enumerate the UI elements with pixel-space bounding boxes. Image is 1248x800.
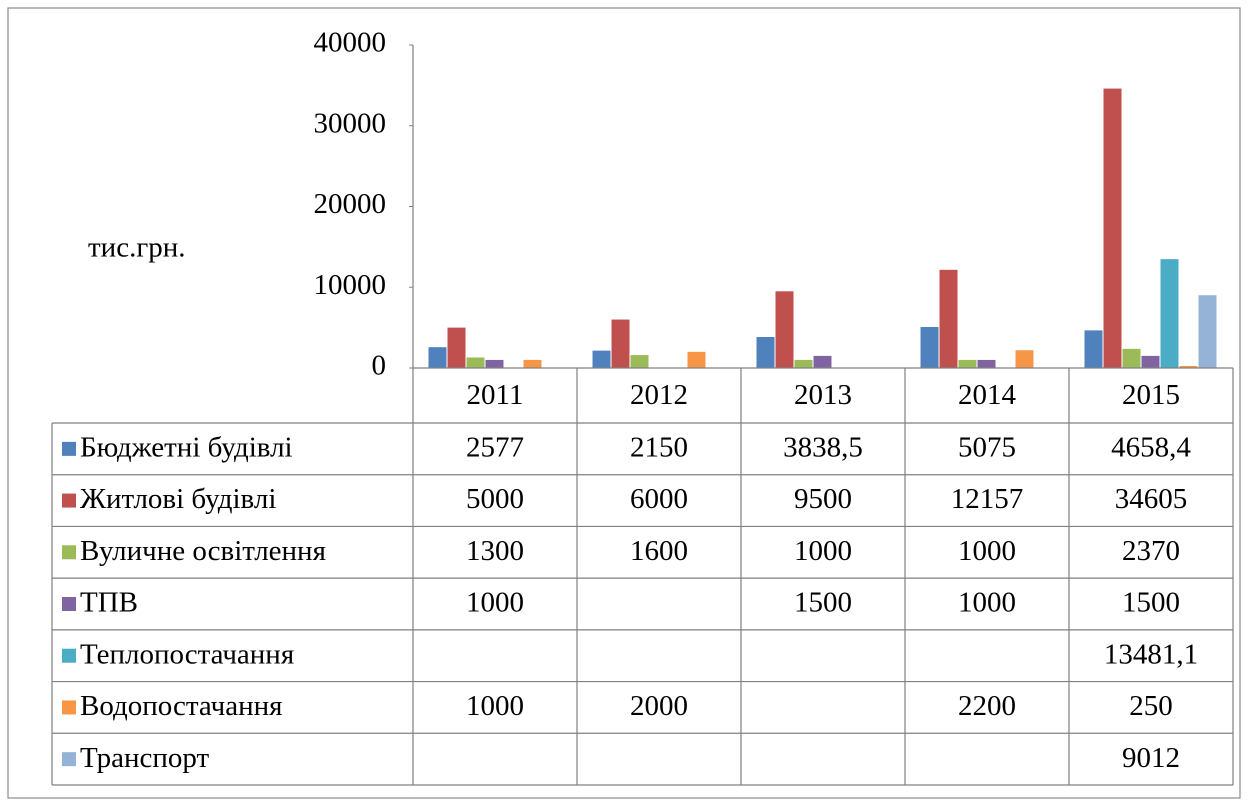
table-cell: 6000 xyxy=(630,483,688,515)
table-cell: 250 xyxy=(1129,690,1173,722)
bar xyxy=(592,350,611,368)
table-cell: 12157 xyxy=(951,483,1024,515)
table-cell: 4658,4 xyxy=(1111,432,1191,464)
legend-key xyxy=(62,700,76,715)
legend-key xyxy=(62,648,76,663)
table-cell: 1000 xyxy=(958,535,1016,567)
bar xyxy=(1179,365,1198,368)
x-tick-label: 2012 xyxy=(630,379,688,411)
bar xyxy=(939,269,958,368)
table-cell: 3838,5 xyxy=(783,432,863,464)
table-cell: 1000 xyxy=(466,587,524,619)
y-tick-label: 0 xyxy=(372,350,387,382)
x-tick-label: 2011 xyxy=(467,379,524,411)
table-cell: 2577 xyxy=(466,432,524,464)
y-tick-label: 20000 xyxy=(314,188,387,220)
bar xyxy=(958,359,977,368)
bar xyxy=(756,337,775,368)
bar xyxy=(977,359,996,368)
bar xyxy=(1160,259,1179,368)
table-cell: 5000 xyxy=(466,483,524,515)
legend-label: Транспорт xyxy=(80,742,210,774)
legend-key xyxy=(62,441,76,456)
legend-key xyxy=(62,752,76,767)
bar xyxy=(1103,88,1122,368)
legend-label: Вуличне освітлення xyxy=(80,535,326,567)
legend-label: ТПВ xyxy=(80,587,138,619)
chart-border xyxy=(7,7,1241,799)
bar xyxy=(794,359,813,368)
table-cell: 1300 xyxy=(466,535,524,567)
x-tick-label: 2013 xyxy=(794,379,852,411)
legend-label: Водопостачання xyxy=(80,690,282,722)
bar xyxy=(1141,355,1160,368)
y-tick-label: 40000 xyxy=(314,27,387,59)
table-cell: 9500 xyxy=(794,483,852,515)
bar xyxy=(485,359,504,368)
legend-label: Житлові будівлі xyxy=(80,483,276,515)
x-tick-label: 2014 xyxy=(958,379,1017,411)
legend-label: Теплопостачання xyxy=(80,638,294,670)
legend-label: Бюджетні будівлі xyxy=(80,432,293,464)
legend-key xyxy=(62,493,76,508)
bar xyxy=(1015,350,1034,368)
table-cell: 9012 xyxy=(1122,742,1180,774)
bar xyxy=(687,351,706,368)
table-cell: 2000 xyxy=(630,690,688,722)
bar xyxy=(523,359,542,368)
y-tick-label: 30000 xyxy=(314,107,387,139)
bar xyxy=(813,355,832,368)
table-cell: 2150 xyxy=(630,432,688,464)
table-cell: 1000 xyxy=(958,587,1016,619)
table-cell: 1600 xyxy=(630,535,688,567)
bar xyxy=(920,327,939,368)
bar xyxy=(466,357,485,368)
table-cell: 13481,1 xyxy=(1104,638,1198,670)
table-cell: 34605 xyxy=(1115,483,1188,515)
table-cell: 1500 xyxy=(1122,587,1180,619)
bar xyxy=(1198,295,1217,368)
table-cell: 1500 xyxy=(794,587,852,619)
bar xyxy=(428,347,447,368)
bar xyxy=(1122,348,1141,368)
legend-key xyxy=(62,545,76,560)
bar xyxy=(447,327,466,368)
table-cell: 1000 xyxy=(794,535,852,567)
x-tick-label: 2015 xyxy=(1122,379,1180,411)
table-cell: 2200 xyxy=(958,690,1016,722)
table-cell: 5075 xyxy=(958,432,1016,464)
bar xyxy=(611,319,630,368)
bar xyxy=(630,355,649,368)
y-axis-label: тис.грн. xyxy=(88,232,185,264)
bar xyxy=(775,291,794,368)
table-cell: 2370 xyxy=(1122,535,1180,567)
y-tick-label: 10000 xyxy=(314,269,387,301)
legend-key xyxy=(62,597,76,611)
bar xyxy=(1084,330,1103,368)
table-cell: 1000 xyxy=(466,690,524,722)
